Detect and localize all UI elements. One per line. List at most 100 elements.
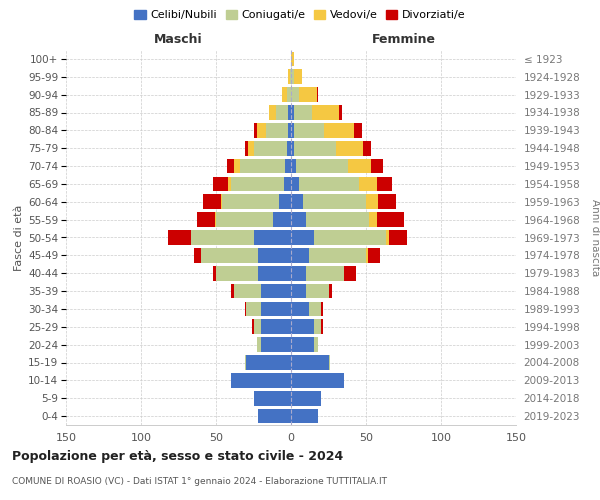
Bar [291,105,294,120]
Bar [291,230,314,245]
Bar [215,212,216,227]
Bar [254,141,287,156]
Bar [287,88,291,102]
Bar [314,320,321,334]
Bar [324,123,354,138]
Bar [291,194,303,209]
Bar [191,230,254,245]
Bar [291,212,306,227]
Bar [216,266,258,280]
Bar [201,248,258,262]
Bar [246,302,261,316]
Bar [252,320,254,334]
Bar [306,284,329,298]
Bar [261,284,291,298]
Bar [258,409,291,424]
Bar [291,409,318,424]
Bar [378,194,396,209]
Bar [197,212,215,227]
Bar [288,123,291,138]
Bar [314,338,318,352]
Bar [367,248,380,262]
Bar [291,338,314,352]
Y-axis label: Anni di nascita: Anni di nascita [590,199,600,276]
Bar [227,158,234,174]
Bar [245,355,246,370]
Bar [386,230,389,245]
Bar [261,320,291,334]
Bar [339,105,342,120]
Bar [294,141,336,156]
Bar [329,284,331,298]
Bar [213,266,216,280]
Bar [288,70,290,84]
Bar [321,302,323,316]
Bar [273,212,291,227]
Bar [291,52,294,66]
Bar [312,105,339,120]
Bar [329,355,330,370]
Bar [363,141,371,156]
Bar [389,230,407,245]
Bar [294,123,324,138]
Text: Popolazione per età, sesso e stato civile - 2024: Popolazione per età, sesso e stato civil… [12,450,343,463]
Bar [258,266,291,280]
Text: Maschi: Maschi [154,34,203,46]
Bar [348,158,371,174]
Bar [290,70,291,84]
Bar [291,266,306,280]
Bar [377,212,404,227]
Bar [216,212,273,227]
Bar [314,230,386,245]
Bar [299,176,359,191]
Legend: Celibi/Nubili, Coniugati/e, Vedovi/e, Divorziati/e: Celibi/Nubili, Coniugati/e, Vedovi/e, Di… [130,6,470,25]
Bar [321,320,323,334]
Bar [265,123,288,138]
Bar [240,158,285,174]
Bar [291,123,294,138]
Bar [369,212,377,227]
Bar [222,194,279,209]
Bar [261,338,291,352]
Bar [287,141,291,156]
Bar [371,158,383,174]
Bar [294,105,312,120]
Bar [291,284,306,298]
Bar [228,176,231,191]
Bar [231,284,234,298]
Bar [303,194,366,209]
Bar [234,284,261,298]
Bar [213,176,228,191]
Bar [309,302,321,316]
Bar [234,158,240,174]
Bar [231,373,291,388]
Bar [193,248,201,262]
Bar [291,158,296,174]
Bar [257,338,261,352]
Bar [309,248,366,262]
Bar [168,230,191,245]
Bar [254,230,291,245]
Bar [291,320,314,334]
Bar [254,123,257,138]
Bar [366,248,367,262]
Bar [306,212,369,227]
Bar [317,88,318,102]
Bar [291,248,309,262]
Bar [279,194,291,209]
Text: Femmine: Femmine [371,34,436,46]
Bar [221,194,222,209]
Bar [366,194,378,209]
Bar [245,141,248,156]
Bar [254,320,261,334]
Text: COMUNE DI ROASIO (VC) - Dati ISTAT 1° gennaio 2024 - Elaborazione TUTTITALIA.IT: COMUNE DI ROASIO (VC) - Dati ISTAT 1° ge… [12,478,387,486]
Bar [257,123,265,138]
Bar [291,141,294,156]
Bar [261,302,291,316]
Bar [291,88,299,102]
Bar [343,266,355,280]
Bar [294,70,302,84]
Bar [285,158,291,174]
Bar [299,88,317,102]
Bar [245,302,246,316]
